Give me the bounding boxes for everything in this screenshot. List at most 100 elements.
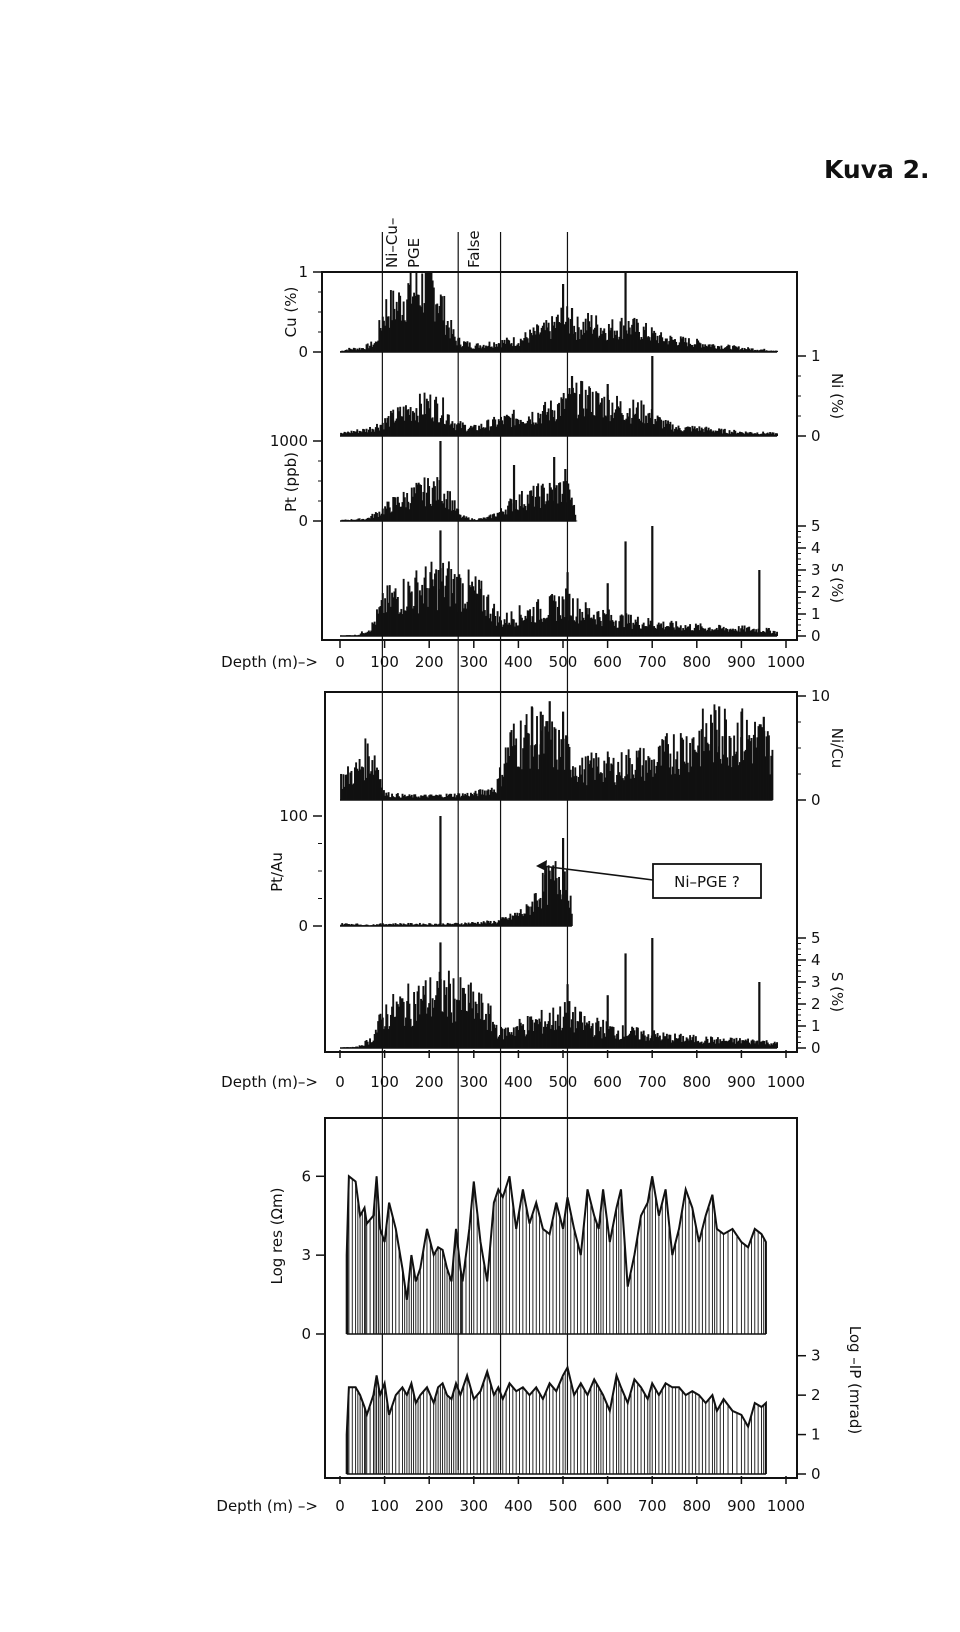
- data-bar: [365, 1040, 368, 1048]
- data-bar: [386, 501, 389, 521]
- data-bar: [607, 757, 610, 800]
- data-bar: [471, 348, 474, 352]
- data-bar: [509, 498, 512, 521]
- data-bar: [645, 322, 647, 352]
- data-bar: [710, 347, 712, 352]
- data-bar: [591, 618, 594, 636]
- data-bar: [444, 424, 447, 436]
- data-bar: [543, 405, 545, 436]
- data-bar: [681, 737, 683, 800]
- data-bar: [386, 1014, 389, 1048]
- data-bar: [603, 328, 606, 352]
- data-bar: [377, 769, 380, 800]
- data-bar: [428, 272, 431, 352]
- data-bar: [674, 428, 676, 436]
- data-bar: [447, 327, 450, 352]
- data-bar: [645, 415, 647, 436]
- data-bar: [451, 500, 454, 521]
- data-bar: [350, 1047, 353, 1048]
- data-bar: [474, 790, 477, 800]
- data-bar: [735, 751, 738, 800]
- data-bar: [740, 432, 743, 436]
- data-bar: [472, 586, 475, 636]
- zone-label-line1: Ni–Cu–: [383, 218, 401, 268]
- data-bar: [481, 789, 484, 800]
- data-bar: [451, 796, 454, 800]
- data-bar: [358, 430, 361, 436]
- data-bar: [474, 345, 477, 352]
- data-bar: [672, 627, 675, 636]
- data-bar: [456, 999, 458, 1048]
- data-bar: [766, 350, 769, 352]
- data-bar: [668, 1034, 671, 1048]
- data-bar: [387, 792, 390, 800]
- data-bar: [635, 621, 638, 636]
- data-bar: [728, 430, 731, 436]
- data-bar: [536, 716, 538, 800]
- data-bar: [621, 1025, 624, 1048]
- data-bar: [362, 925, 365, 926]
- data-bar: [480, 518, 483, 521]
- data-bar: [544, 504, 547, 521]
- data-bar: [732, 345, 734, 352]
- data-bar: [532, 422, 535, 436]
- data-bar: [379, 424, 382, 436]
- data-bar: [565, 890, 567, 926]
- data-bar: [371, 760, 374, 800]
- data-bar: [351, 432, 354, 436]
- x-tick-label: 100: [370, 653, 399, 671]
- data-bar: [364, 924, 367, 926]
- data-bar: [490, 426, 493, 436]
- data-bar: [620, 614, 623, 636]
- x-tick-label: 400: [504, 1497, 533, 1515]
- data-bar: [445, 420, 448, 436]
- data-bar: [597, 757, 600, 800]
- data-bar: [605, 340, 608, 352]
- data-bar: [384, 506, 387, 521]
- spike-bar: [539, 711, 542, 800]
- data-bar: [529, 490, 532, 521]
- data-bar: [518, 605, 521, 636]
- data-bar: [732, 628, 734, 636]
- data-bar: [619, 775, 622, 800]
- data-bar: [473, 590, 476, 636]
- data-bar: [690, 630, 693, 636]
- data-bar: [478, 992, 480, 1048]
- data-bar: [496, 922, 499, 926]
- data-bar: [352, 635, 355, 636]
- data-bar: [379, 327, 382, 352]
- data-bar: [517, 916, 520, 926]
- data-bar: [442, 1012, 445, 1048]
- data-bar: [486, 1029, 489, 1048]
- data-bar: [697, 340, 700, 352]
- data-bar: [392, 994, 395, 1048]
- data-bar: [387, 924, 390, 926]
- data-bar: [725, 347, 727, 352]
- data-bar: [532, 911, 535, 926]
- data-bar: [480, 794, 483, 800]
- data-bar: [518, 1018, 521, 1048]
- data-bar: [614, 334, 617, 352]
- data-bar: [732, 1042, 734, 1048]
- data-bar: [436, 924, 439, 926]
- data-bar: [561, 493, 564, 521]
- y-axis-label: S (%): [828, 563, 846, 603]
- data-bar: [551, 316, 554, 352]
- data-bar: [439, 294, 442, 352]
- data-bar: [737, 626, 740, 636]
- data-bar: [384, 795, 387, 800]
- data-bar: [386, 585, 389, 636]
- data-bar: [413, 292, 416, 352]
- x-tick-label: 600: [593, 1073, 622, 1091]
- data-bar: [743, 1040, 746, 1048]
- data-bar: [418, 590, 421, 636]
- data-bar: [546, 493, 549, 521]
- data-bar: [519, 419, 522, 436]
- data-bar: [478, 425, 480, 436]
- data-bar: [572, 505, 574, 521]
- data-bar: [463, 515, 465, 521]
- data-bar: [489, 1005, 492, 1048]
- data-bar: [359, 431, 362, 436]
- x-tick-label: 200: [415, 1073, 444, 1091]
- data-bar: [541, 872, 544, 926]
